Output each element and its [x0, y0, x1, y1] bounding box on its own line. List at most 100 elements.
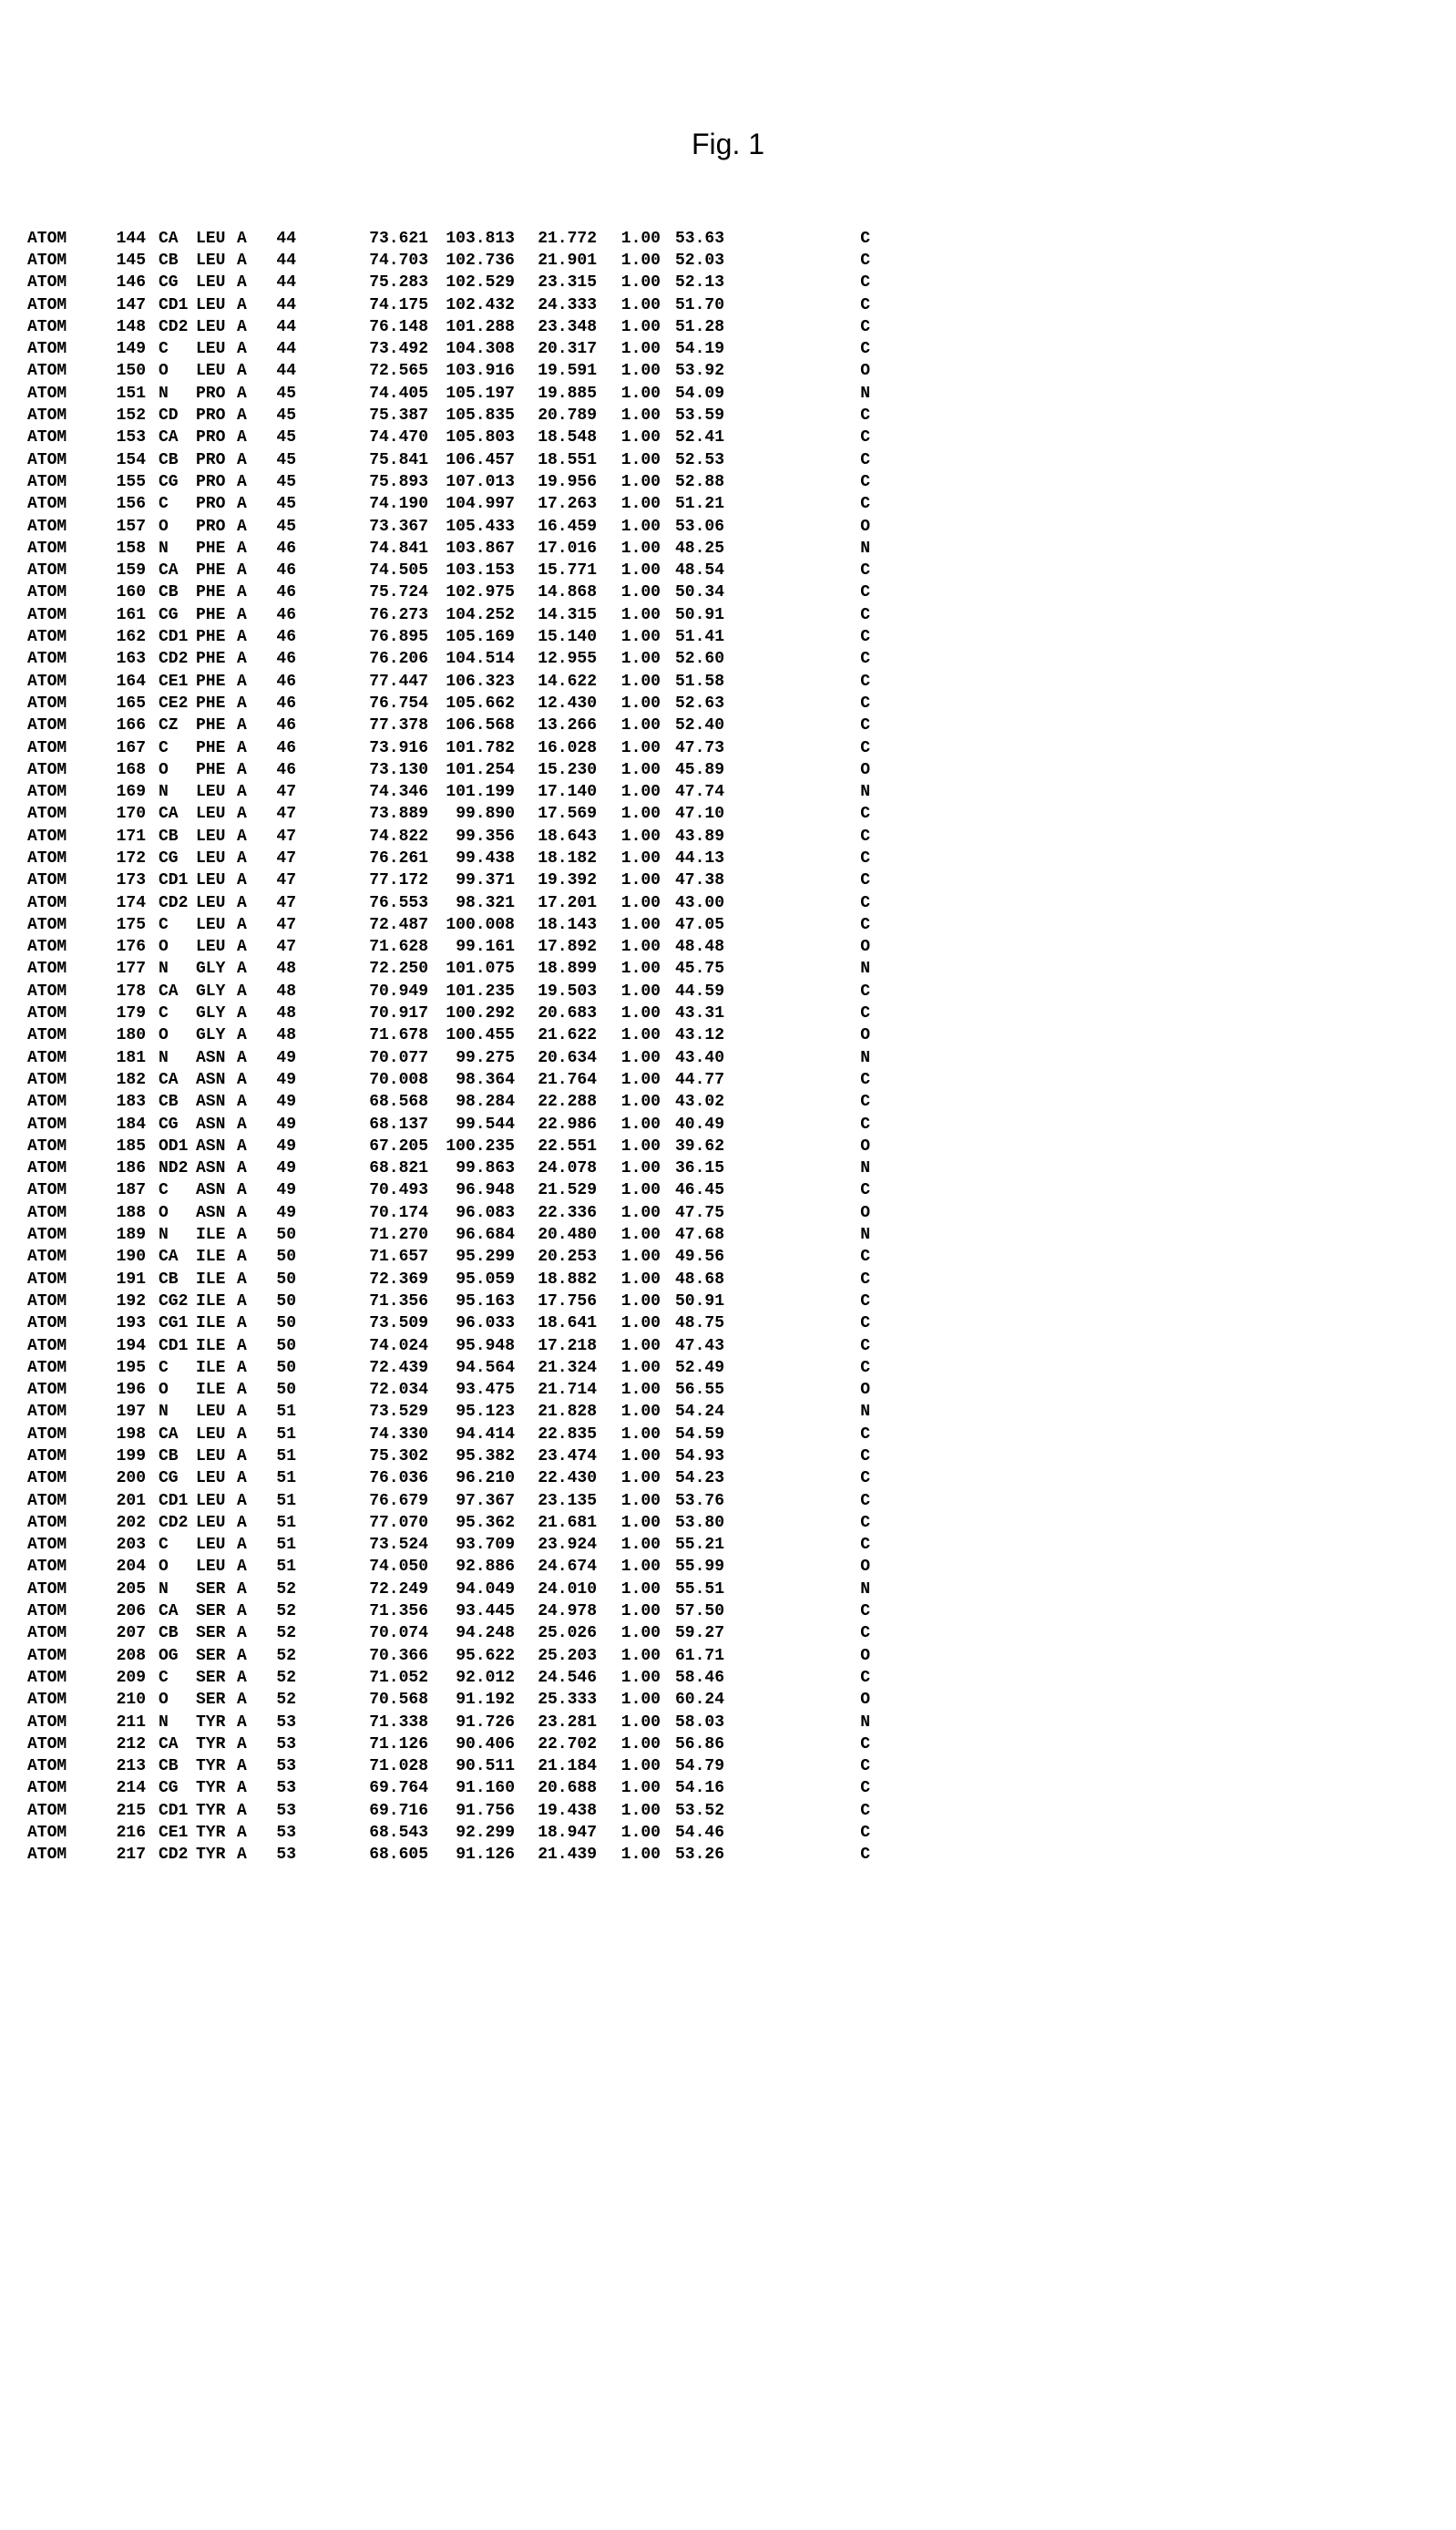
element-cell: C — [852, 1114, 870, 1136]
chain-cell: A — [237, 1622, 255, 1644]
record-cell: ATOM — [27, 1800, 91, 1822]
table-row: ATOM197NLEUA5173.52995.12321.8281.0054.2… — [27, 1401, 1429, 1423]
x-cell: 76.754 — [346, 693, 428, 715]
occupancy-cell: 1.00 — [597, 1645, 661, 1667]
chain-cell: A — [237, 803, 255, 825]
chain-cell: A — [237, 1335, 255, 1357]
z-cell: 17.218 — [515, 1335, 597, 1357]
y-cell: 98.284 — [428, 1091, 515, 1113]
atom-name-cell: OG — [146, 1645, 196, 1667]
res-seq-cell: 46 — [255, 626, 296, 648]
serial-cell: 207 — [91, 1622, 146, 1644]
occupancy-cell: 1.00 — [597, 338, 661, 360]
record-cell: ATOM — [27, 759, 91, 781]
residue-cell: PHE — [196, 693, 237, 715]
chain-cell: A — [237, 360, 255, 382]
res-seq-cell: 45 — [255, 471, 296, 493]
element-cell: N — [852, 538, 870, 560]
residue-cell: ASN — [196, 1202, 237, 1224]
x-cell: 74.346 — [346, 781, 428, 803]
element-cell: C — [852, 338, 870, 360]
y-cell: 93.475 — [428, 1379, 515, 1401]
chain-cell: A — [237, 1003, 255, 1024]
y-cell: 99.890 — [428, 803, 515, 825]
element-cell: C — [852, 1490, 870, 1512]
element-cell: C — [852, 803, 870, 825]
residue-cell: LEU — [196, 914, 237, 936]
bfactor-cell: 44.13 — [661, 848, 724, 869]
residue-cell: ASN — [196, 1157, 237, 1179]
table-row: ATOM159CAPHEA4674.505103.15315.7711.0048… — [27, 560, 1429, 581]
x-cell: 73.524 — [346, 1534, 428, 1556]
chain-cell: A — [237, 427, 255, 448]
table-row: ATOM187CASNA4970.49396.94821.5291.0046.4… — [27, 1179, 1429, 1201]
occupancy-cell: 1.00 — [597, 1091, 661, 1113]
serial-cell: 203 — [91, 1534, 146, 1556]
record-cell: ATOM — [27, 1600, 91, 1622]
bfactor-cell: 51.28 — [661, 316, 724, 338]
record-cell: ATOM — [27, 1401, 91, 1423]
serial-cell: 144 — [91, 228, 146, 250]
atom-name-cell: CG — [146, 1777, 196, 1799]
record-cell: ATOM — [27, 1179, 91, 1201]
y-cell: 99.371 — [428, 869, 515, 891]
bfactor-cell: 55.21 — [661, 1534, 724, 1556]
occupancy-cell: 1.00 — [597, 360, 661, 382]
table-row: ATOM211NTYRA5371.33891.72623.2811.0058.0… — [27, 1712, 1429, 1733]
atom-name-cell: CA — [146, 228, 196, 250]
chain-cell: A — [237, 1600, 255, 1622]
res-seq-cell: 49 — [255, 1157, 296, 1179]
bfactor-cell: 53.26 — [661, 1844, 724, 1866]
res-seq-cell: 51 — [255, 1424, 296, 1445]
table-row: ATOM203CLEUA5173.52493.70923.9241.0055.2… — [27, 1534, 1429, 1556]
x-cell: 70.077 — [346, 1047, 428, 1069]
z-cell: 21.764 — [515, 1069, 597, 1091]
y-cell: 96.948 — [428, 1179, 515, 1201]
z-cell: 13.266 — [515, 715, 597, 736]
residue-cell: LEU — [196, 1467, 237, 1489]
z-cell: 18.182 — [515, 848, 597, 869]
z-cell: 25.333 — [515, 1689, 597, 1711]
atom-name-cell: CD1 — [146, 1335, 196, 1357]
bfactor-cell: 43.40 — [661, 1047, 724, 1069]
serial-cell: 173 — [91, 869, 146, 891]
y-cell: 100.455 — [428, 1024, 515, 1046]
residue-cell: PHE — [196, 560, 237, 581]
res-seq-cell: 51 — [255, 1401, 296, 1423]
residue-cell: PHE — [196, 759, 237, 781]
table-row: ATOM172CGLEUA4776.26199.43818.1821.0044.… — [27, 848, 1429, 869]
chain-cell: A — [237, 1091, 255, 1113]
record-cell: ATOM — [27, 538, 91, 560]
bfactor-cell: 53.92 — [661, 360, 724, 382]
y-cell: 90.511 — [428, 1755, 515, 1777]
residue-cell: SER — [196, 1600, 237, 1622]
occupancy-cell: 1.00 — [597, 316, 661, 338]
y-cell: 106.457 — [428, 449, 515, 471]
y-cell: 101.254 — [428, 759, 515, 781]
bfactor-cell: 47.05 — [661, 914, 724, 936]
atom-name-cell: CG2 — [146, 1291, 196, 1312]
element-cell: O — [852, 1689, 870, 1711]
occupancy-cell: 1.00 — [597, 1136, 661, 1157]
chain-cell: A — [237, 1269, 255, 1291]
res-seq-cell: 52 — [255, 1579, 296, 1600]
occupancy-cell: 1.00 — [597, 715, 661, 736]
occupancy-cell: 1.00 — [597, 1755, 661, 1777]
serial-cell: 175 — [91, 914, 146, 936]
residue-cell: SER — [196, 1579, 237, 1600]
y-cell: 99.275 — [428, 1047, 515, 1069]
record-cell: ATOM — [27, 737, 91, 759]
occupancy-cell: 1.00 — [597, 1490, 661, 1512]
occupancy-cell: 1.00 — [597, 1024, 661, 1046]
z-cell: 21.901 — [515, 250, 597, 272]
z-cell: 21.772 — [515, 228, 597, 250]
z-cell: 17.201 — [515, 892, 597, 914]
table-row: ATOM151NPROA4574.405105.19719.8851.0054.… — [27, 383, 1429, 405]
table-row: ATOM216CE1TYRA5368.54392.29918.9471.0054… — [27, 1822, 1429, 1844]
serial-cell: 181 — [91, 1047, 146, 1069]
z-cell: 17.756 — [515, 1291, 597, 1312]
x-cell: 70.917 — [346, 1003, 428, 1024]
y-cell: 96.210 — [428, 1467, 515, 1489]
serial-cell: 209 — [91, 1667, 146, 1689]
serial-cell: 177 — [91, 958, 146, 980]
